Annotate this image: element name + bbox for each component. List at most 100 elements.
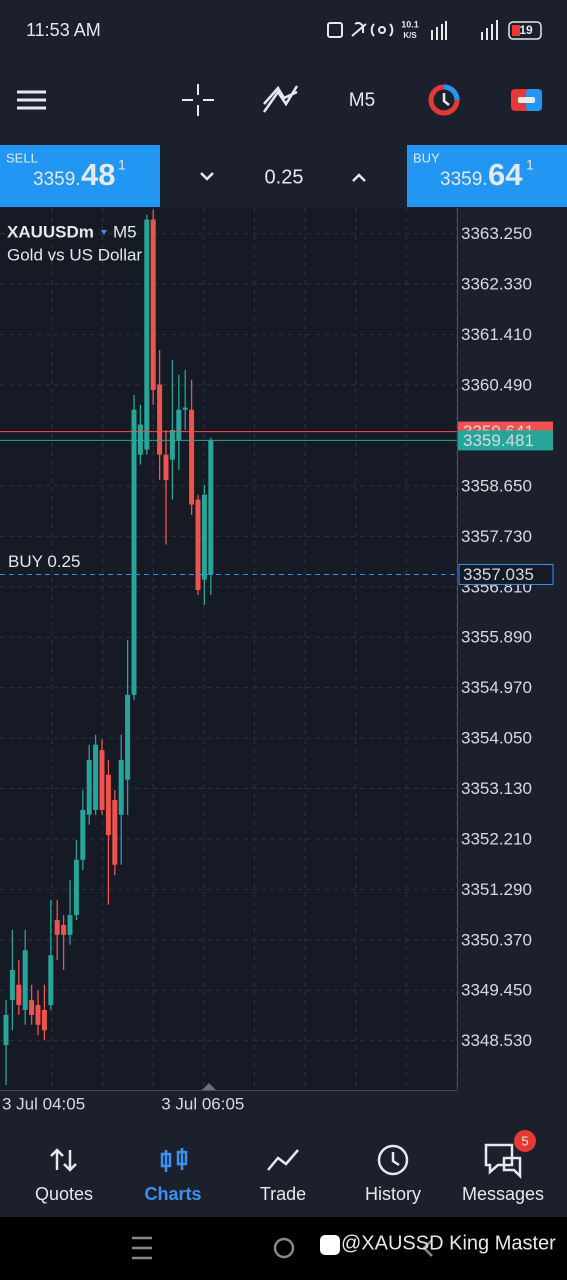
battery-percent: 19	[519, 23, 533, 37]
nav-item[interactable]: Quotes	[35, 1184, 93, 1204]
sell-price-big: 48	[81, 157, 115, 192]
y-tick-label: 3363.250	[461, 224, 532, 243]
nav-item[interactable]: Messages	[462, 1184, 544, 1204]
sell-button[interactable]	[0, 145, 160, 207]
y-tick-label: 3348.530	[461, 1031, 532, 1050]
y-tick-label: 3353.130	[461, 779, 532, 798]
candle-body	[99, 750, 105, 810]
objects-icon[interactable]	[428, 84, 460, 116]
candle-body	[150, 219, 156, 390]
candle-body	[3, 1014, 9, 1046]
volume[interactable]: 0.25	[265, 166, 304, 188]
candle-body	[67, 915, 73, 935]
watermark: @XAUSSD King Master	[341, 1232, 556, 1254]
candle-body	[118, 760, 124, 815]
chart-area	[0, 208, 457, 1090]
candle-body	[9, 969, 15, 1001]
volume-up[interactable]	[352, 173, 366, 182]
timeframe-button[interactable]: M5	[349, 90, 375, 111]
y-tick-label: 3354.050	[461, 729, 532, 748]
bid-label-box	[458, 430, 553, 451]
chart	[0, 208, 461, 1090]
y-tick-label: 3355.890	[461, 628, 532, 647]
candle-body	[137, 424, 143, 455]
candle-body	[125, 694, 131, 780]
buy-price-sup: 1	[526, 157, 534, 173]
candle-body	[86, 760, 92, 815]
candle-body	[73, 859, 79, 916]
status-time: 11:53 AM	[26, 20, 101, 40]
symbol: XAUUSDm	[7, 222, 94, 241]
volume-down[interactable]	[200, 172, 214, 181]
candle-body	[105, 774, 111, 836]
bid-label: 3359.481	[463, 431, 534, 450]
candle-body	[29, 1000, 35, 1015]
candle-body	[189, 409, 195, 505]
y-tick-label: 3350.370	[461, 930, 532, 949]
y-tick-label: 3361.410	[461, 325, 532, 344]
system-bar	[0, 1217, 567, 1280]
messages-badge	[514, 1130, 536, 1152]
net-speed-unit: K/S	[403, 31, 417, 40]
candle-body	[61, 925, 67, 935]
order-label: BUY 0.25	[8, 552, 80, 571]
time-marker	[202, 1083, 216, 1090]
status-icons	[327, 20, 498, 40]
order-price-box	[458, 563, 554, 585]
y-tick-label: 3354.970	[461, 678, 532, 697]
buy-price-main: 3359.	[440, 169, 488, 190]
nav-bar	[0, 1130, 567, 1217]
sell-price-main: 3359.	[33, 169, 81, 190]
y-tick-label: 3360.490	[461, 376, 532, 395]
nav-item[interactable]: Charts	[144, 1184, 201, 1204]
buy-price-big: 64	[488, 157, 523, 192]
candle-body	[131, 409, 137, 695]
y-tick-label: 3357.730	[461, 527, 532, 546]
candle-body	[208, 440, 214, 575]
candle-body	[182, 407, 188, 410]
candle-body	[112, 800, 118, 865]
facebook-icon	[320, 1235, 340, 1255]
indicators-icon[interactable]	[262, 85, 299, 113]
trade-icon[interactable]	[511, 89, 542, 111]
x-tick-label: 3 Jul 04:05	[2, 1094, 85, 1113]
sell-label: SELL	[6, 150, 38, 165]
crosshair-icon[interactable]	[182, 84, 214, 116]
y-tick-label: 3352.210	[461, 829, 532, 848]
candle-body	[176, 409, 182, 440]
candle-body	[169, 430, 175, 460]
candle-body	[93, 744, 99, 810]
candle-body	[35, 1005, 41, 1025]
order-price-label: 3357.035	[463, 565, 534, 584]
y-tick-label: 3351.290	[461, 880, 532, 899]
candle-body	[16, 984, 22, 1006]
nav-item[interactable]: Trade	[260, 1184, 306, 1204]
candle-body	[195, 499, 201, 591]
timeframe-label: M5	[113, 222, 137, 241]
nav-item[interactable]: History	[365, 1184, 421, 1204]
buy-label: BUY	[413, 150, 440, 165]
battery-icon	[508, 21, 542, 40]
nav-icons	[50, 1143, 522, 1180]
messages-badge-count: 5	[521, 1133, 528, 1148]
symbol-description: Gold vs US Dollar	[7, 245, 142, 264]
symbol-dropdown[interactable]	[101, 230, 107, 235]
menu-icon[interactable]	[17, 90, 46, 110]
buy-button[interactable]	[407, 145, 567, 207]
candle-body	[22, 950, 28, 1010]
y-tick-label: 3349.450	[461, 981, 532, 1000]
battery-level	[512, 25, 520, 36]
candle-body	[80, 809, 86, 860]
sell-price-sup: 1	[118, 157, 126, 173]
candle-body	[201, 494, 207, 580]
y-tick-label: 3362.330	[461, 275, 532, 294]
y-tick-label: 3358.650	[461, 476, 532, 495]
x-tick-label: 3 Jul 06:05	[161, 1094, 244, 1113]
candle-body	[157, 384, 163, 455]
net-speed: 10.1	[401, 19, 419, 29]
candle-body	[54, 920, 60, 935]
candle-body	[163, 454, 169, 480]
candle-body	[48, 955, 54, 1006]
system-buttons[interactable]	[132, 1236, 433, 1260]
